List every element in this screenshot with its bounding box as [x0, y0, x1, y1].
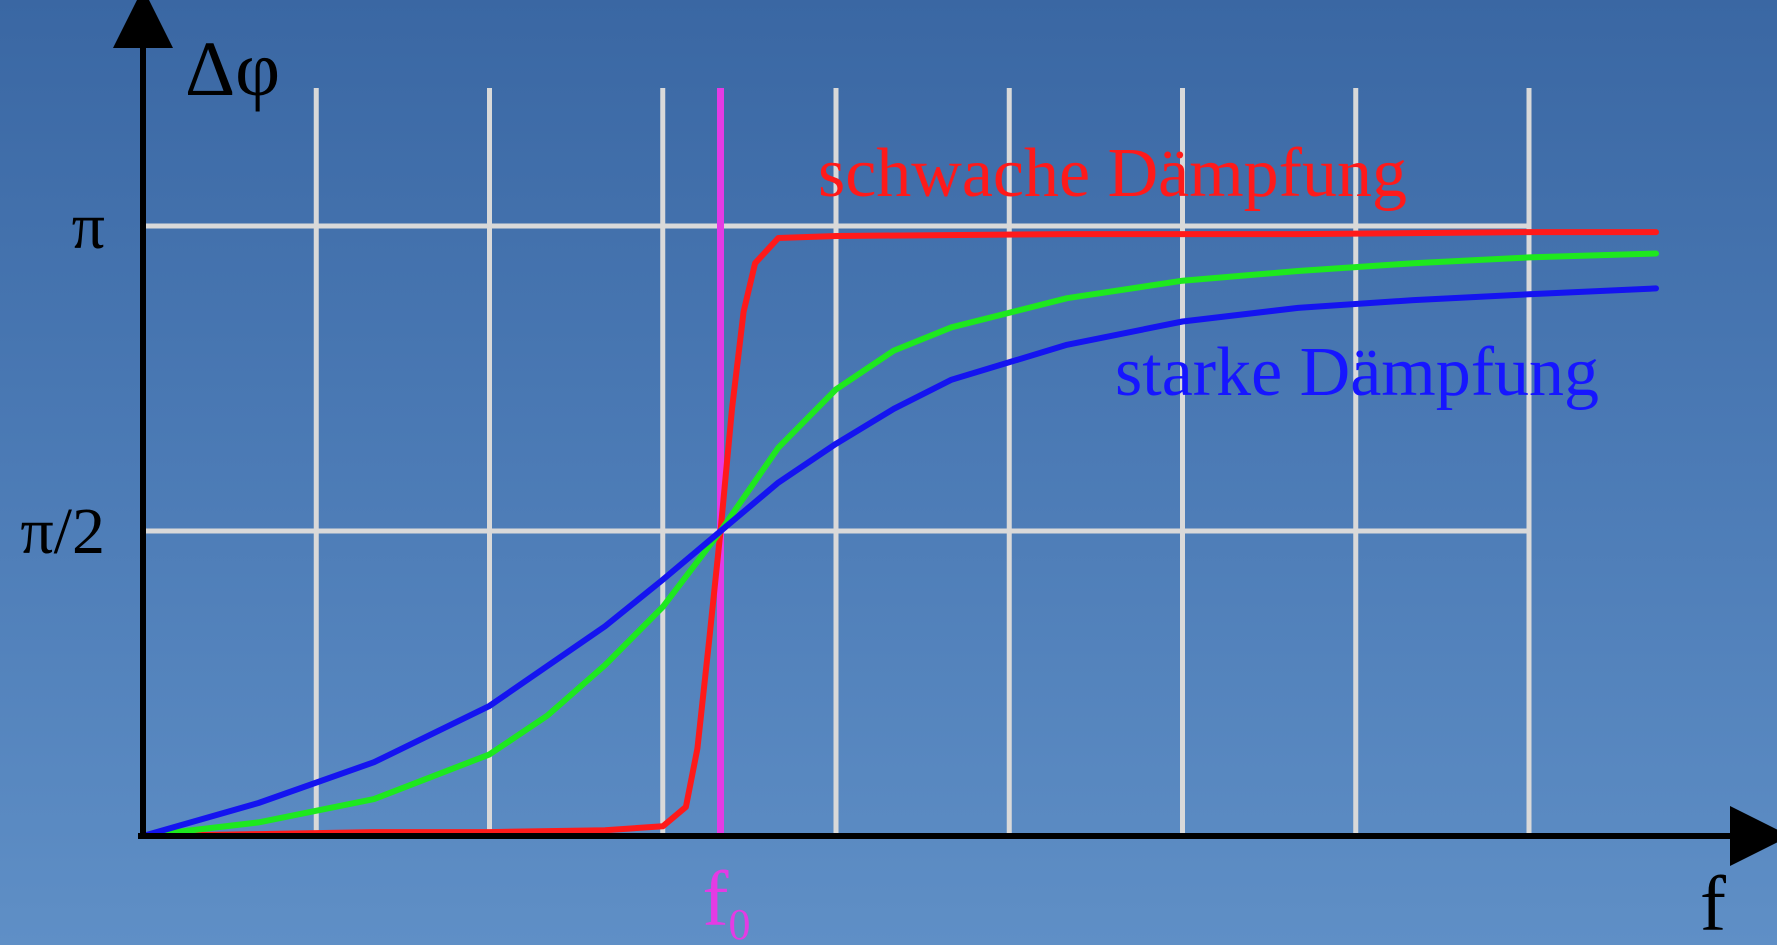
y-tick-label: π/2 [20, 495, 105, 568]
series-line-medium [140, 250, 1659, 839]
weak-damping-annotation: schwache Dämpfung [818, 135, 1407, 212]
series-layer [140, 229, 1659, 839]
f0-label-subscript: 0 [728, 900, 750, 945]
series-line-strong [140, 285, 1659, 839]
y-tick-labels: π/2 π [20, 190, 105, 568]
y-tick-label: π [72, 190, 105, 263]
labels: Δφ f f0 π/2π schwache Dämpfung starke Dä… [20, 25, 1726, 945]
strong-damping-annotation: starke Dämpfung [1115, 334, 1599, 411]
axes [113, 0, 1777, 866]
f0-label-main: f [703, 855, 729, 942]
x-axis-label: f [1700, 860, 1726, 945]
f0-label: f0 [703, 855, 751, 945]
grid [143, 88, 1532, 836]
series-line-weak [140, 229, 1659, 839]
y-axis-label: Δφ [185, 25, 280, 112]
